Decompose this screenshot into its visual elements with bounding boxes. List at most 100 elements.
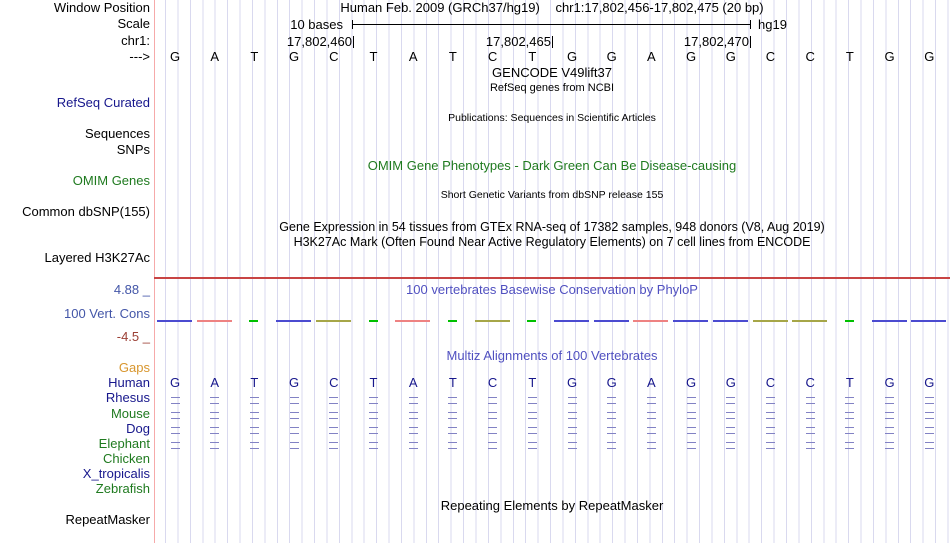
conservation-dash-blue [911, 320, 947, 322]
multiz-human-base: A [210, 375, 220, 390]
alignment-equals-icon [527, 412, 537, 419]
coordinate-tick [353, 36, 354, 48]
alignment-equals-icon [448, 397, 458, 404]
h3k27ac-title[interactable]: H3K27Ac Mark (Often Found Near Active Re… [293, 235, 811, 249]
multiz-human-base: A [408, 375, 418, 390]
gencode-title[interactable]: GENCODE V49lift37 [492, 65, 612, 80]
alignment-equals-icon [249, 442, 259, 449]
alignment-equals-icon [885, 427, 895, 434]
refseq-subtitle[interactable]: RefSeq genes from NCBI [489, 82, 615, 94]
alignment-equals-icon [210, 397, 220, 404]
phylop-title[interactable]: 100 vertebrates Basewise Conservation by… [406, 282, 698, 297]
track-label-human[interactable]: Human [108, 375, 150, 390]
sequence-base: A [408, 49, 418, 64]
alignment-equals-icon [289, 412, 299, 419]
track-label-rhesus[interactable]: Rhesus [105, 390, 150, 405]
track-label-gaps[interactable]: Gaps [118, 360, 150, 375]
track-label-dog[interactable]: Dog [126, 421, 150, 436]
track-label-4-88[interactable]: 4.88 _ [113, 282, 150, 297]
alignment-equals-icon [924, 442, 934, 449]
alignment-equals-icon [805, 397, 815, 404]
alignment-equals-icon [488, 427, 498, 434]
alignment-equals-icon [170, 427, 180, 434]
conservation-dash-green [368, 320, 378, 322]
track-label-chicken[interactable]: Chicken [103, 451, 150, 466]
alignment-equals-icon [170, 412, 180, 419]
conservation-dash-green [447, 320, 457, 322]
alignment-equals-icon [766, 427, 775, 434]
alignment-equals-icon [448, 427, 458, 434]
multiz-human-base: G [686, 375, 697, 390]
gtex-title[interactable]: Gene Expression in 54 tissues from GTEx … [279, 220, 825, 234]
alignment-equals-icon [845, 397, 855, 404]
track-label-zebrafish[interactable]: Zebrafish [95, 481, 150, 496]
sequence-base: G [924, 49, 935, 64]
track-label-4-5[interactable]: -4.5 _ [116, 329, 150, 344]
alignment-equals-icon [567, 442, 577, 449]
track-label-scale[interactable]: Scale [117, 16, 150, 31]
alignment-equals-icon [766, 412, 775, 419]
track-label-100-vert-cons[interactable]: 100 Vert. Cons [64, 306, 150, 321]
alignment-equals-icon [686, 427, 696, 434]
scale-bar-left-tick [352, 20, 353, 29]
genome-assembly-title: Human Feb. 2009 (GRCh37/hg19) [340, 0, 540, 15]
track-label-refseq-curated[interactable]: RefSeq Curated [56, 95, 150, 110]
sequence-base: T [369, 49, 378, 64]
alignment-equals-icon [845, 412, 855, 419]
alignment-equals-icon [567, 397, 577, 404]
alignment-equals-icon [646, 442, 656, 449]
track-label-common-dbsnp-155[interactable]: Common dbSNP(155) [22, 204, 150, 219]
alignment-equals-icon [726, 397, 736, 404]
alignment-equals-icon [766, 442, 775, 449]
multiz-title[interactable]: Multiz Alignments of 100 Vertebrates [446, 348, 658, 363]
alignment-equals-icon [249, 412, 259, 419]
repeatmasker-title[interactable]: Repeating Elements by RepeatMasker [440, 498, 664, 513]
track-label-sequences[interactable]: Sequences [84, 126, 150, 141]
conservation-dash-olive [792, 320, 828, 322]
track-label-arrow[interactable]: ---> [129, 49, 150, 64]
alignment-equals-icon [686, 412, 696, 419]
alignment-equals-icon [448, 442, 458, 449]
multiz-human-base: T [448, 375, 457, 390]
track-label-window-position[interactable]: Window Position [53, 0, 150, 15]
alignment-equals-icon [924, 427, 934, 434]
alignment-equals-icon [289, 442, 299, 449]
dbsnp-title[interactable]: Short Genetic Variants from dbSNP releas… [440, 189, 664, 201]
track-label-repeatmasker[interactable]: RepeatMasker [65, 512, 150, 527]
conservation-dash-blue [871, 320, 907, 322]
track-label-elephant[interactable]: Elephant [98, 436, 150, 451]
alignment-equals-icon [488, 412, 498, 419]
publications-title[interactable]: Publications: Sequences in Scientific Ar… [448, 112, 656, 124]
multiz-human-base: C [329, 375, 339, 390]
track-label-layered-h3k27ac[interactable]: Layered H3K27Ac [44, 250, 150, 265]
multiz-human-base: G [606, 375, 617, 390]
track-label-chr1[interactable]: chr1: [121, 33, 150, 48]
alignment-equals-icon [686, 397, 696, 404]
sequence-base: T [250, 49, 259, 64]
track-label-omim-genes[interactable]: OMIM Genes [72, 173, 150, 188]
scale-bar-right-tick [750, 20, 751, 29]
alignment-equals-icon [567, 427, 577, 434]
alignment-equals-icon [845, 427, 855, 434]
scale-bar [352, 24, 751, 25]
conservation-dash-blue [712, 320, 748, 322]
conservation-dash-green [249, 320, 259, 322]
conservation-dash-red [633, 320, 669, 322]
sequence-base: T [845, 49, 854, 64]
omim-title[interactable]: OMIM Gene Phenotypes - Dark Green Can Be… [367, 158, 737, 173]
alignment-equals-icon [607, 427, 617, 434]
alignment-equals-icon [408, 397, 418, 404]
alignment-equals-icon [329, 442, 339, 449]
sequence-base: C [329, 49, 339, 64]
alignment-equals-icon [646, 412, 656, 419]
track-label-x-tropicalis[interactable]: X_tropicalis [82, 466, 150, 481]
multiz-human-base: C [487, 375, 498, 390]
conservation-dash-red [196, 320, 232, 322]
alignment-equals-icon [369, 397, 378, 404]
alignment-equals-icon [448, 412, 458, 419]
conservation-dash-blue [554, 320, 589, 322]
track-label-snps[interactable]: SNPs [116, 142, 150, 157]
track-label-mouse[interactable]: Mouse [110, 406, 150, 421]
alignment-equals-icon [329, 412, 339, 419]
